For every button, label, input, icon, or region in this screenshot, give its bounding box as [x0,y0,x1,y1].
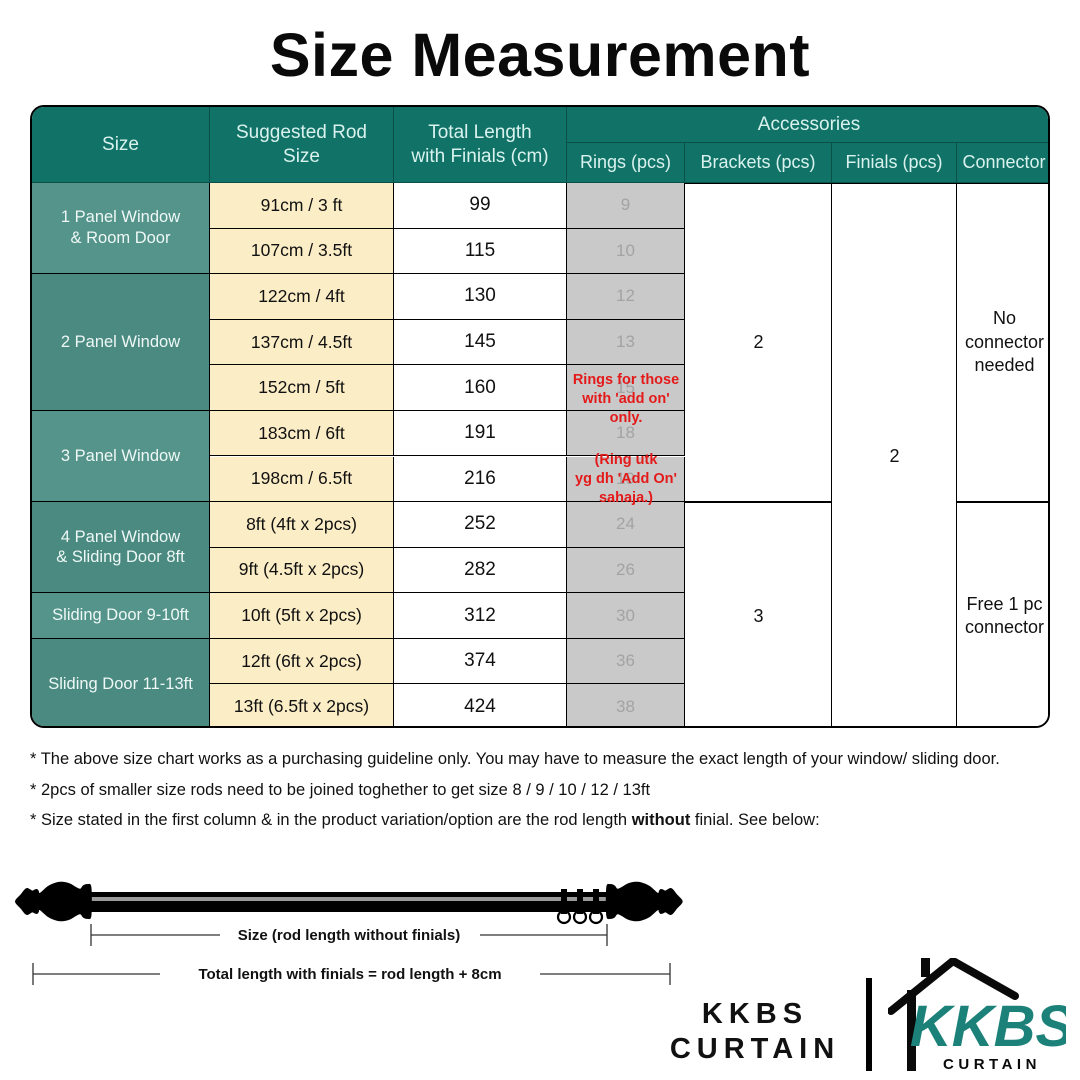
svg-text:CURTAIN: CURTAIN [943,1056,1041,1073]
svg-text:Total length with finials = ro: Total length with finials = rod length +… [198,966,501,983]
svg-text:KKBS: KKBS [910,994,1066,1059]
svg-text:Size (rod length without finia: Size (rod length without finials) [238,927,461,944]
